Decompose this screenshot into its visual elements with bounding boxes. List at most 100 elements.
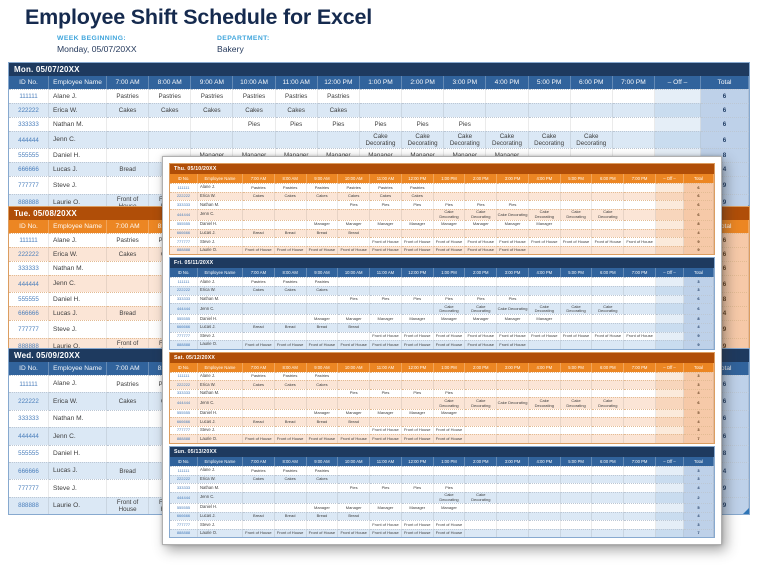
shift-cell[interactable]: Cake Decorating (486, 131, 529, 149)
shift-cell[interactable]: Cakes (107, 103, 150, 117)
shift-cell[interactable]: Cakes (275, 103, 318, 117)
shift-cell[interactable] (486, 103, 529, 117)
employee-name-cell[interactable]: Nathan M. (49, 409, 107, 428)
shift-cell[interactable] (612, 117, 655, 131)
employee-name-cell[interactable]: Steve J. (49, 176, 107, 194)
id-cell[interactable]: 555555 (9, 292, 49, 307)
shift-cell[interactable]: Cake Decorating (359, 131, 403, 149)
shift-cell[interactable]: Manager (191, 148, 234, 163)
column-header-cell[interactable]: 6:00 PM (571, 76, 613, 89)
shift-cell[interactable]: Cakes (107, 247, 150, 261)
id-cell[interactable]: 888888 (9, 496, 49, 515)
employee-name-cell[interactable]: Jenn C. (49, 427, 107, 445)
shift-cell[interactable]: Cakes (317, 103, 360, 117)
column-header-cell[interactable]: ID No. (9, 76, 49, 89)
shift-cell[interactable] (570, 103, 613, 117)
shift-cell[interactable]: Pastries (317, 89, 360, 103)
total-cell[interactable]: 6 (701, 117, 749, 131)
shift-cell[interactable] (444, 89, 487, 103)
off-cell[interactable] (655, 89, 701, 103)
id-cell[interactable]: 333333 (9, 117, 49, 131)
id-cell[interactable]: 111111 (9, 375, 49, 393)
column-header-cell[interactable]: Employee Name (49, 76, 107, 89)
shift-cell[interactable] (612, 148, 655, 163)
shift-cell[interactable]: Cakes (191, 103, 234, 117)
column-header-cell[interactable]: 7:00 AM (107, 220, 150, 233)
overlay-window[interactable]: Thu. 05/10/20XX ID No. Employee Name 7:00 A… (162, 156, 722, 546)
shift-cell[interactable]: Manager (486, 148, 529, 163)
shift-cell[interactable]: Pies (317, 117, 360, 131)
week-beginning-value[interactable]: Monday, 05/07/20XX (57, 43, 137, 54)
column-header-cell[interactable]: – Off – (655, 76, 701, 89)
id-cell[interactable]: 222222 (9, 103, 49, 117)
shift-cell[interactable]: Pastries (233, 89, 276, 103)
id-cell[interactable]: 666666 (9, 306, 49, 321)
employee-name-cell[interactable]: Daniel H. (49, 292, 107, 307)
shift-cell[interactable] (107, 261, 150, 275)
shift-cell[interactable]: Bread (107, 162, 150, 177)
shift-cell[interactable]: Manager (317, 148, 360, 163)
shift-cell[interactable]: Bread (107, 306, 150, 321)
column-header-cell[interactable]: 7:00 AM (107, 362, 150, 375)
shift-cell[interactable] (528, 103, 571, 117)
shift-cell[interactable]: Pastries (275, 89, 318, 103)
id-cell[interactable]: 222222 (9, 247, 49, 261)
employee-name-cell[interactable]: Steve J. (49, 320, 107, 338)
column-header-cell[interactable]: 10:00 AM (233, 76, 276, 89)
employee-name-cell[interactable]: Erica W. (49, 392, 107, 410)
shift-cell[interactable]: Cake Decorating (444, 131, 487, 149)
column-header-cell[interactable]: 9:00 AM (191, 76, 234, 89)
shift-cell[interactable] (191, 117, 234, 131)
id-cell[interactable]: 222222 (9, 392, 49, 410)
column-header-cell[interactable]: 4:00 PM (486, 76, 529, 89)
column-header-cell[interactable]: 7:00 PM (613, 76, 655, 89)
shift-cell[interactable]: Cakes (107, 392, 150, 410)
employee-name-cell[interactable]: Steve J. (49, 479, 107, 497)
column-header-cell[interactable]: 11:00 AM (276, 76, 318, 89)
shift-cell[interactable] (317, 131, 360, 149)
column-header-cell[interactable]: 2:00 PM (402, 76, 445, 89)
column-header-cell[interactable]: Total (701, 76, 749, 89)
id-cell[interactable]: 777777 (9, 320, 49, 338)
column-header-cell[interactable]: Total (701, 362, 749, 375)
shift-cell[interactable]: Manager (233, 148, 276, 163)
employee-name-cell[interactable]: Lucas J. (49, 162, 107, 177)
shift-cell[interactable]: Pies (402, 117, 445, 131)
shift-cell[interactable]: Pastries (191, 89, 234, 103)
employee-name-cell[interactable]: Alane J. (49, 375, 107, 393)
column-header-cell[interactable]: ID No. (9, 220, 49, 233)
employee-name-cell[interactable]: Daniel H. (49, 444, 107, 462)
shift-cell[interactable] (107, 320, 150, 338)
shift-cell[interactable] (612, 103, 655, 117)
employee-name-cell[interactable]: Alane J. (49, 233, 107, 247)
shift-cell[interactable] (107, 117, 150, 131)
column-header-cell[interactable]: 7:00 AM (107, 76, 150, 89)
column-header-cell[interactable]: 12:00 PM (318, 76, 360, 89)
department-value[interactable]: Bakery (217, 43, 244, 54)
column-header-cell[interactable]: 8:00 AM (149, 76, 192, 89)
id-cell[interactable]: 888888 (9, 193, 49, 211)
shift-cell[interactable] (612, 131, 655, 149)
off-cell[interactable] (655, 117, 701, 131)
id-cell[interactable]: 444444 (9, 131, 49, 149)
shift-cell[interactable]: Manager (402, 148, 445, 163)
id-cell[interactable]: 444444 (9, 427, 49, 445)
employee-name-cell[interactable]: Laurie O. (49, 496, 107, 515)
day-header-cell[interactable]: Mon. 05/07/20XX (9, 63, 749, 76)
employee-name-cell[interactable]: Nathan M. (49, 117, 107, 131)
off-cell[interactable] (655, 131, 701, 149)
column-header-cell[interactable]: 3:00 PM (444, 76, 487, 89)
shift-cell[interactable]: Cakes (149, 103, 192, 117)
shift-cell[interactable]: Pies (359, 117, 403, 131)
shift-cell[interactable]: Pastries (107, 89, 150, 103)
employee-name-cell[interactable]: Daniel H. (49, 148, 107, 163)
shift-cell[interactable] (149, 148, 192, 163)
shift-cell[interactable] (107, 444, 150, 462)
shift-cell[interactable] (107, 148, 150, 163)
id-cell[interactable]: 555555 (9, 444, 49, 462)
employee-name-cell[interactable]: Alane J. (49, 89, 107, 103)
id-cell[interactable]: 777777 (9, 479, 49, 497)
column-header-cell[interactable]: 1:00 PM (360, 76, 403, 89)
shift-cell[interactable]: Manager (275, 148, 318, 163)
id-cell[interactable]: 333333 (9, 261, 49, 275)
